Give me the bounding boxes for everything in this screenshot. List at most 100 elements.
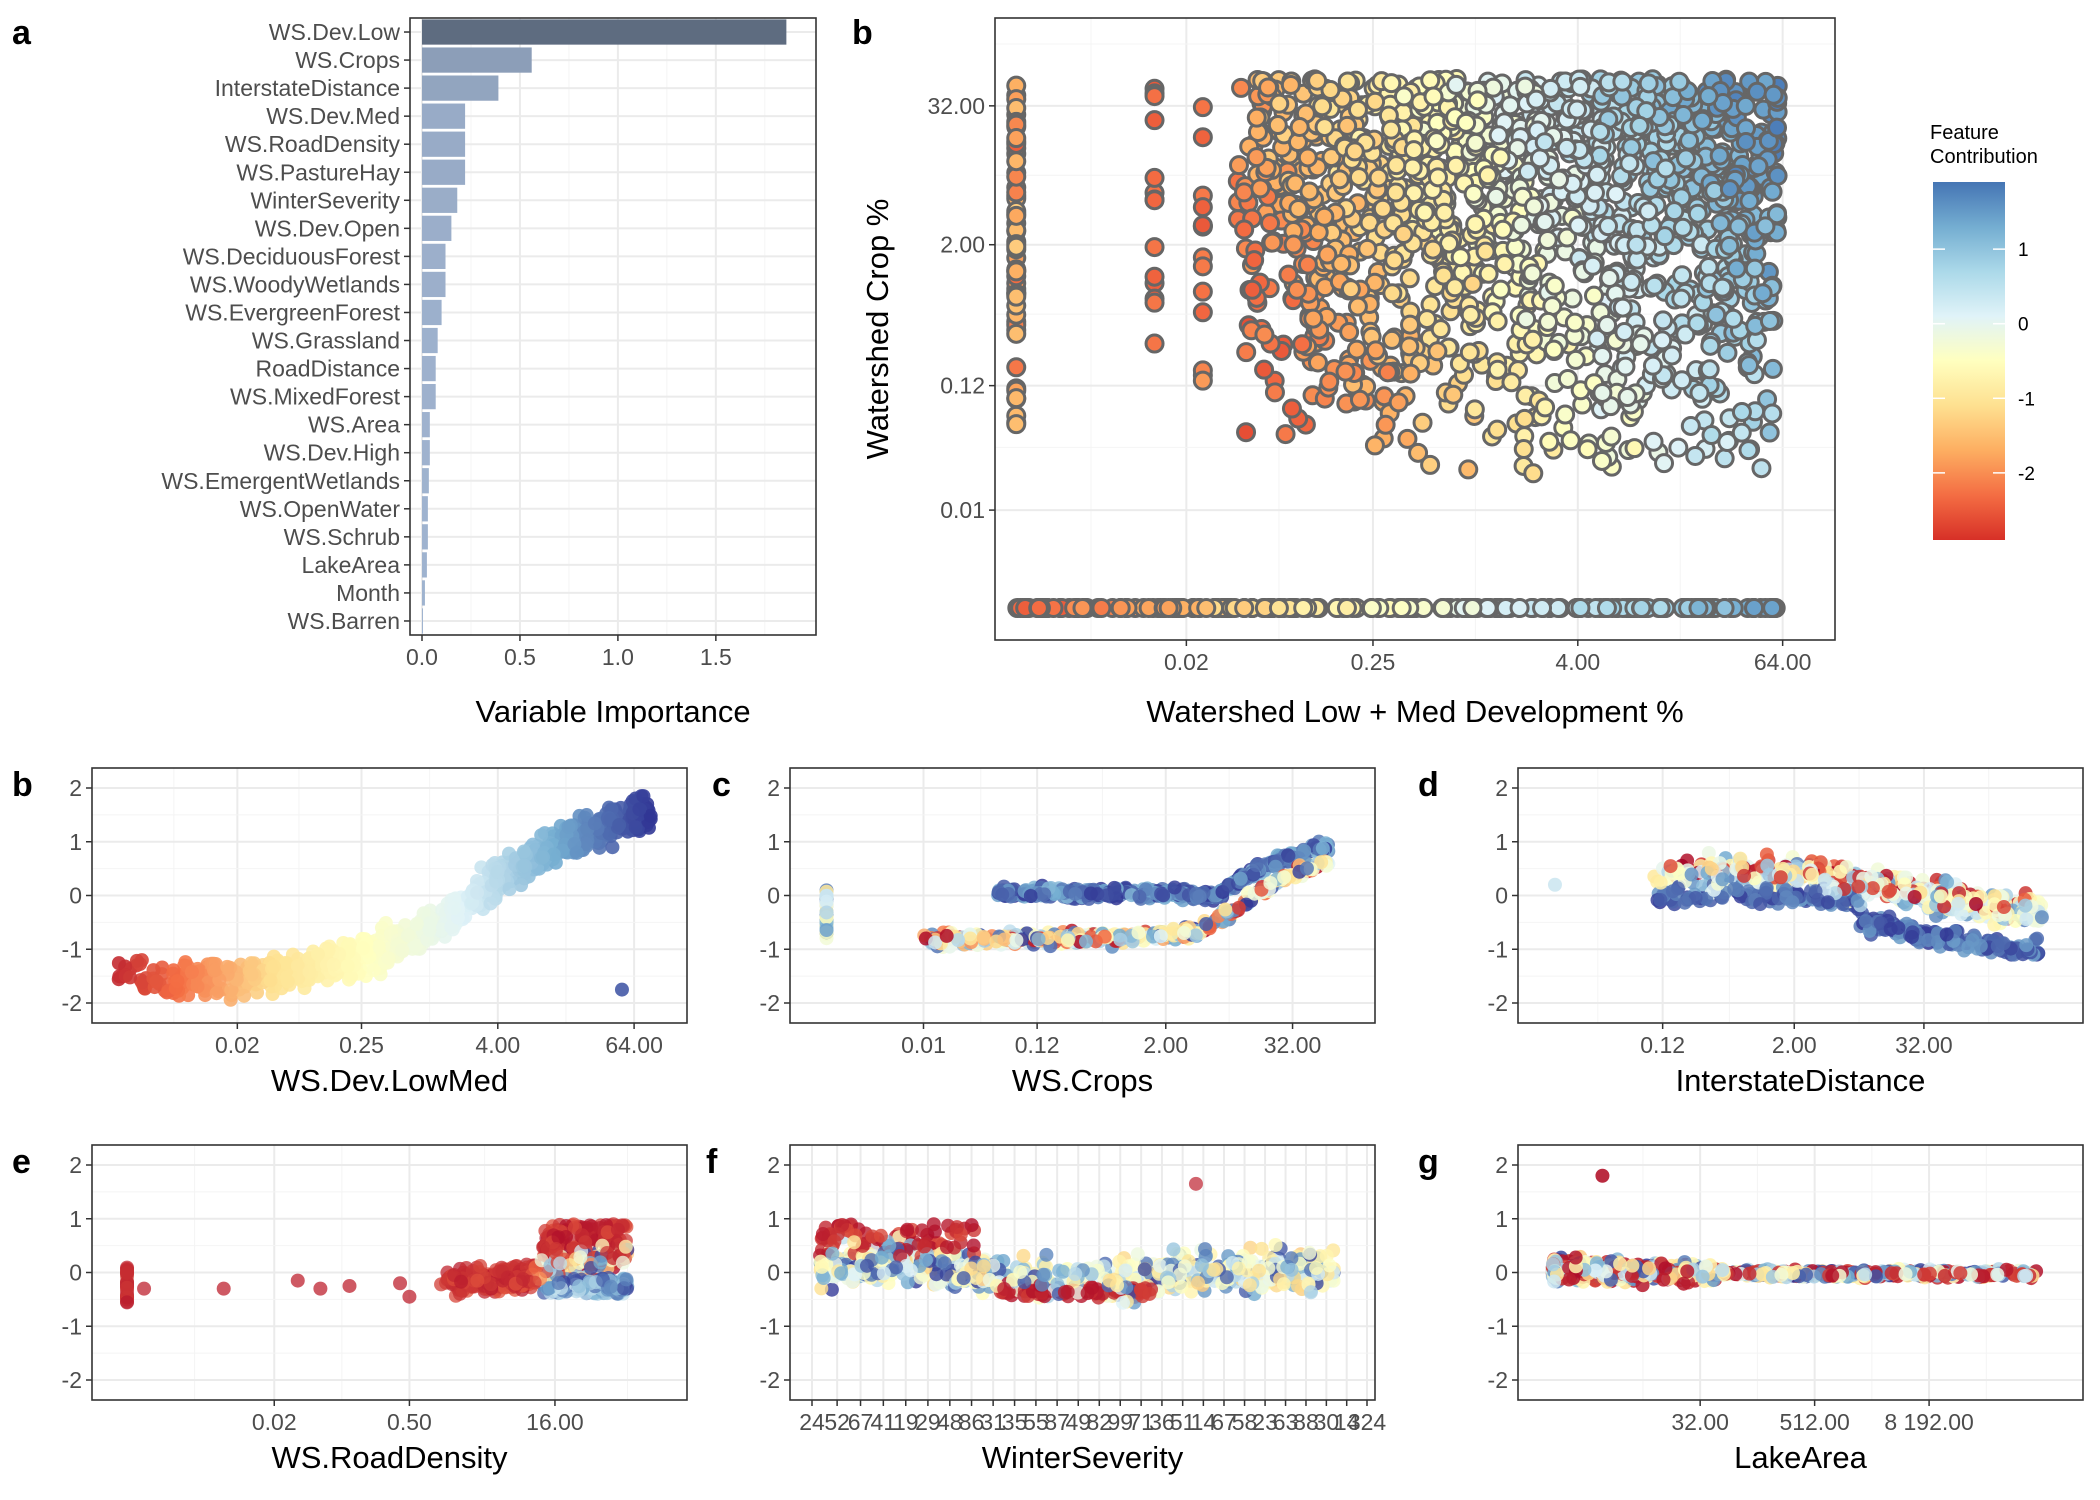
scatter-point <box>1408 442 1429 463</box>
scatter-point <box>1513 439 1534 460</box>
scatter-point <box>1653 892 1668 907</box>
scatter-point <box>1381 329 1402 350</box>
panel-letter-d: d <box>1418 766 1439 804</box>
scatter-point <box>1072 598 1093 618</box>
x-tick-label: 0.02 <box>1164 649 1209 675</box>
scatter-point <box>1522 329 1543 350</box>
scatter-point <box>1817 872 1832 887</box>
scatter-point <box>535 850 550 865</box>
scatter-point <box>1347 296 1368 317</box>
scatter-point <box>1904 929 1919 944</box>
scatter-point <box>1487 311 1508 332</box>
scatter-point <box>1377 362 1398 383</box>
scatter-point <box>1234 598 1255 618</box>
scatter-point <box>1365 340 1386 361</box>
scatter-point <box>1704 861 1719 876</box>
scatter-point <box>1534 132 1555 153</box>
scatter-point <box>1689 382 1710 403</box>
scatter-point <box>1399 336 1420 357</box>
scatter-point <box>1278 264 1299 285</box>
scatter-point <box>1735 131 1756 152</box>
scatter-point <box>395 943 410 958</box>
scatter-point <box>1388 392 1409 413</box>
scatter-point <box>1037 887 1052 902</box>
scatter-point <box>1368 167 1389 188</box>
scatter-point <box>1192 889 1207 904</box>
scatter-point <box>1577 439 1598 460</box>
scatter-point <box>1699 359 1720 380</box>
scatter-point <box>1443 384 1464 405</box>
scatter-point <box>1680 415 1701 436</box>
scatter-point <box>1131 925 1146 940</box>
scatter-point <box>1144 110 1165 131</box>
scatter-point <box>1630 334 1651 355</box>
scatter-point <box>1079 934 1094 949</box>
legend-title-line2: Contribution <box>1930 146 2038 168</box>
scatter-point <box>1820 895 1835 910</box>
scatter-point <box>1619 153 1640 174</box>
scatter-point <box>1192 97 1213 118</box>
scatter-point <box>1347 99 1368 120</box>
scatter-point <box>612 817 627 832</box>
scatter-point <box>1738 440 1759 461</box>
scatter-point <box>393 1276 408 1291</box>
x-tick-label: 0.5 <box>504 644 536 670</box>
scatter-point <box>446 900 461 915</box>
scatter-point <box>340 959 355 974</box>
scatter-point <box>1006 128 1027 149</box>
scatter-point <box>111 956 126 971</box>
scatter-point <box>1653 310 1674 331</box>
panel-letter-b-main: b <box>852 14 873 52</box>
scatter-point <box>1006 286 1027 307</box>
scatter-point <box>1283 234 1304 255</box>
scatter-point <box>1462 273 1483 294</box>
y-tick-label: -1 <box>760 936 780 962</box>
scatter-point <box>1267 115 1288 136</box>
scatter-point <box>1583 285 1604 306</box>
scatter-point <box>1384 250 1405 271</box>
scatter-point <box>1663 859 1678 874</box>
bar <box>422 299 442 326</box>
bars <box>422 19 787 634</box>
bar <box>422 468 429 494</box>
scatter-point <box>1381 119 1402 140</box>
scatter-point <box>1006 414 1027 435</box>
scatter-point <box>1335 361 1356 382</box>
scatter-point <box>1677 895 1692 910</box>
scatter-point <box>1665 884 1680 899</box>
bar <box>422 524 428 550</box>
scatter-point <box>1548 598 1569 618</box>
scatter-point <box>1687 313 1708 334</box>
bar <box>422 552 427 578</box>
scatter-point <box>310 947 325 962</box>
scatter-point <box>1427 341 1448 362</box>
scatter-point <box>1303 308 1324 329</box>
scatter-point <box>1297 147 1318 168</box>
scatter-point <box>1614 322 1635 343</box>
scatter-point <box>1939 927 1954 942</box>
scatter-point <box>1483 77 1504 98</box>
scatter-point <box>1664 201 1685 222</box>
scatter-point <box>1753 897 1768 912</box>
x-tick-label: 0.0 <box>406 644 438 670</box>
scatter-point <box>1587 328 1608 349</box>
scatter-point <box>1234 182 1255 203</box>
scatter-point <box>1307 70 1328 91</box>
x-tick-label: 0.01 <box>901 1032 946 1058</box>
y-tick-label: WS.Dev.Med <box>266 103 400 129</box>
scatter-point <box>1260 213 1281 234</box>
scatter-point <box>587 816 602 831</box>
scatter-point <box>1144 86 1165 107</box>
scatter-point <box>534 828 549 843</box>
scatter-point <box>1288 198 1309 219</box>
scatter-point <box>1299 861 1314 876</box>
y-tick-label: -2 <box>1488 990 1508 1016</box>
bar <box>422 159 466 185</box>
scatter-point <box>1567 99 1588 120</box>
scatter-point <box>1153 929 1168 944</box>
scatter-point <box>1501 372 1522 393</box>
bar <box>422 103 466 129</box>
scatter-point <box>1228 155 1249 176</box>
scatter-point <box>1487 359 1508 380</box>
scatter-point <box>1851 879 1866 894</box>
